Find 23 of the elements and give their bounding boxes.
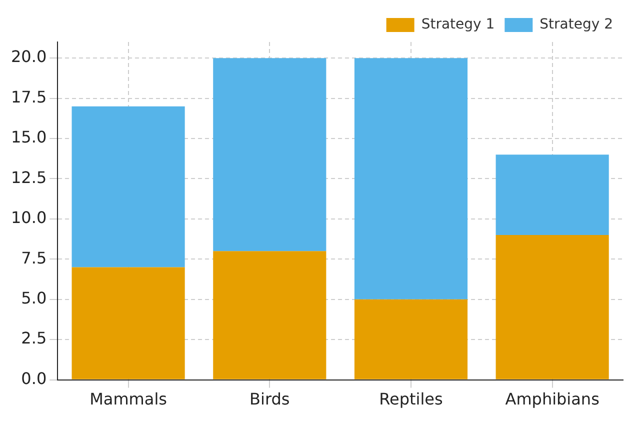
legend-label: Strategy 2 [540,16,613,33]
x-tick-label: Reptiles [379,390,443,409]
bar [496,235,609,380]
bar [72,106,185,268]
y-tick-label: 10.0 [11,208,47,228]
x-tick-label: Birds [250,390,290,409]
bar [496,154,609,236]
bar [213,251,326,380]
y-tick-label: 0.0 [21,368,47,388]
bar [354,299,468,380]
y-tick-label: 17.5 [11,87,47,106]
y-tick-label: 15.0 [11,128,47,147]
y-tick-label: 20.0 [11,47,47,66]
bar [72,267,185,380]
y-tick-label: 2.5 [21,328,47,348]
bar [354,58,468,300]
legend-label: Strategy 1 [421,16,495,33]
y-tick-label: 12.5 [11,168,47,187]
bar [213,58,326,252]
x-tick-label: Mammals [90,390,167,409]
y-tick-label: 7.5 [21,248,47,268]
x-tick-label: Amphibians [505,390,600,409]
y-tick-label: 5.0 [21,288,47,308]
